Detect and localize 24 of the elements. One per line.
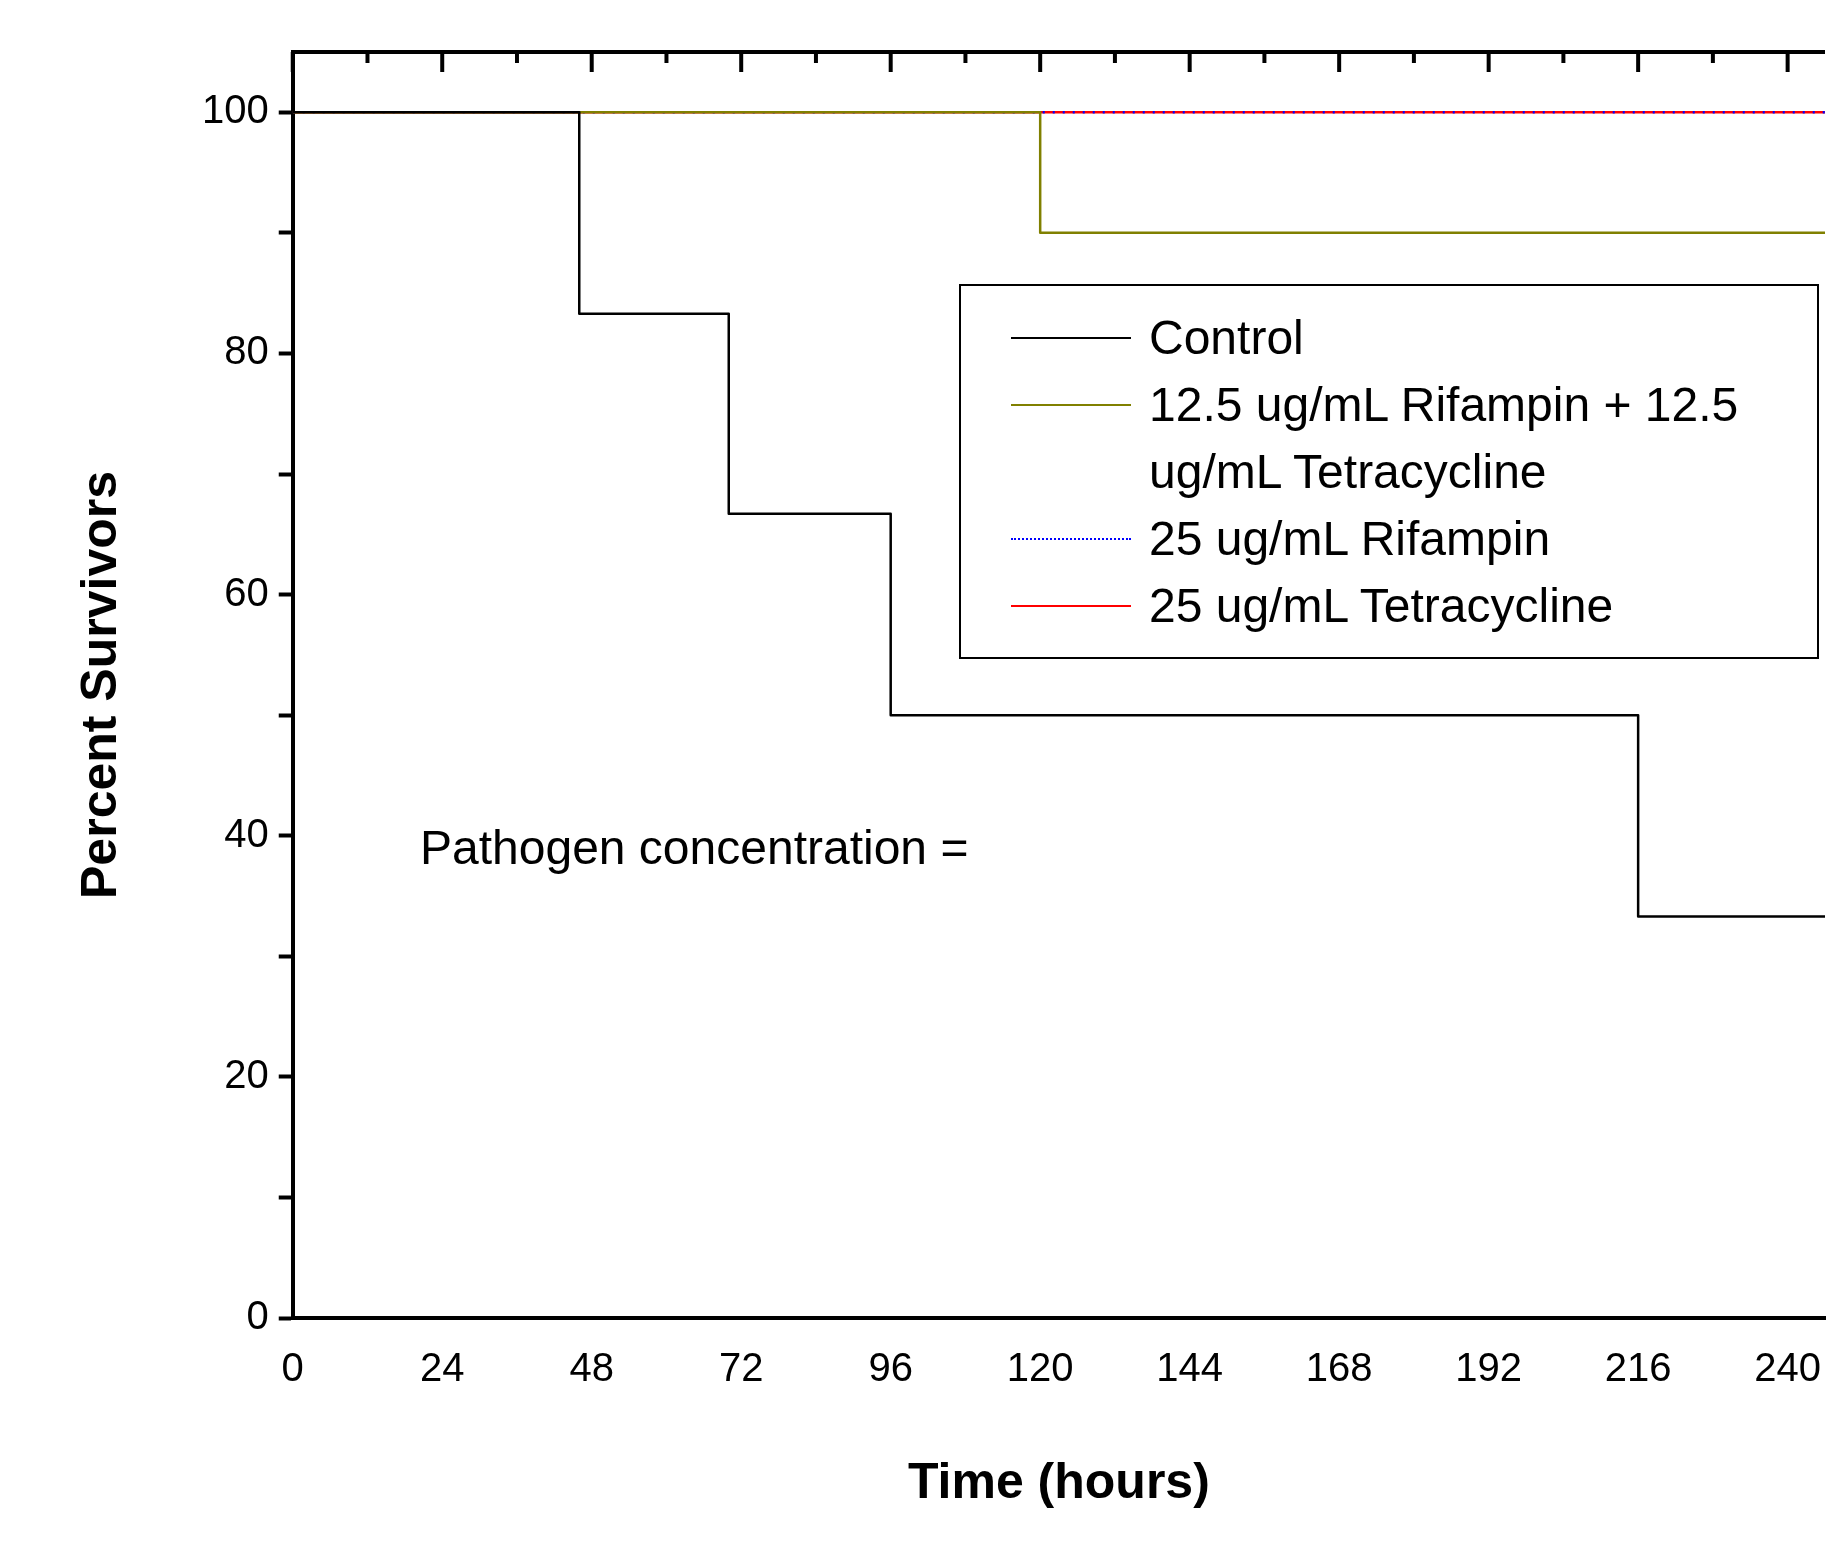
x-tick-label: 144: [1156, 1345, 1224, 1390]
x-tick-label: 120: [1006, 1345, 1074, 1390]
legend-label: 12.5 ug/mL Rifampin + 12.5 ug/mL Tetracycline: [1149, 377, 1740, 500]
x-axis-title: Time (hours): [907, 1452, 1210, 1509]
x-tick-label: 96: [868, 1345, 913, 1390]
x-tick-label: 168: [1305, 1345, 1373, 1390]
x-tick-label: 24: [419, 1345, 465, 1390]
y-axis-title: Percent Survivors: [70, 471, 127, 899]
legend-label: 25 ug/mL Rifampin: [1149, 511, 1552, 567]
x-tick-label: 48: [569, 1345, 614, 1390]
x-tick-label: 240: [1754, 1345, 1822, 1390]
y-tick-label: 0: [246, 1293, 269, 1338]
annotation: Pathogen concentration =: [420, 820, 969, 875]
x-tick-label: 0: [281, 1345, 304, 1390]
y-tick-label: 20: [224, 1051, 269, 1096]
legend-label: 25 ug/mL Tetracycline: [1149, 578, 1615, 634]
x-tick-label: 216: [1604, 1345, 1672, 1390]
x-tick-label: 72: [718, 1345, 764, 1390]
legend-label: Control: [1149, 310, 1305, 366]
y-tick-label: 80: [224, 328, 269, 373]
x-tick-label: 192: [1455, 1345, 1523, 1390]
y-tick-label: 60: [224, 569, 269, 614]
y-tick-label: 100: [201, 87, 269, 132]
y-tick-label: 40: [224, 810, 269, 855]
